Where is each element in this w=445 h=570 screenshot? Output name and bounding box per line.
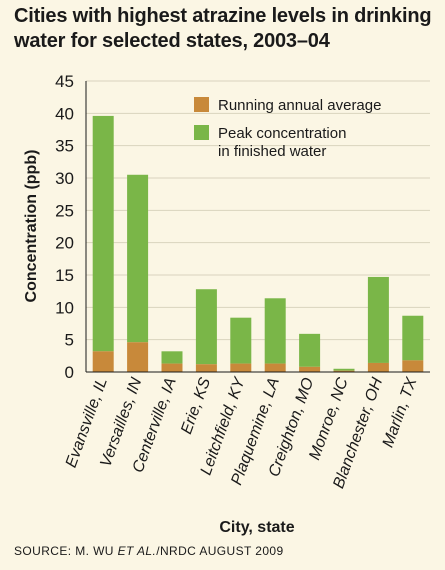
y-tick-label: 15 [55, 266, 74, 285]
axes [85, 81, 430, 373]
bar-running-annual-average [230, 363, 252, 372]
bar-running-annual-average [333, 370, 355, 372]
y-tick-label: 40 [55, 104, 74, 123]
bar-running-annual-average [367, 362, 389, 372]
bar-peak-concentration [230, 317, 252, 364]
bar-running-annual-average [402, 360, 424, 372]
bar-peak-concentration [127, 174, 149, 343]
bar-peak-concentration [161, 351, 183, 364]
y-tick-label: 20 [55, 234, 74, 253]
bar-running-annual-average [127, 342, 149, 372]
y-tick-label: 30 [55, 169, 74, 188]
x-tick-label: Erie, KS [178, 375, 214, 436]
bar-peak-concentration [92, 115, 114, 352]
bar-running-annual-average [92, 351, 114, 372]
y-tick-label: 0 [65, 363, 74, 382]
bar-peak-concentration [299, 333, 321, 367]
chart-title: Cities with highest atrazine levels in d… [14, 5, 432, 52]
legend-label: Running annual average [218, 97, 381, 114]
bar-running-annual-average [161, 363, 183, 372]
source-prefix: SOURCE: M. WU [14, 544, 118, 558]
x-axis-title: City, state [219, 519, 294, 536]
x-tick-label: Marlin, TX [380, 374, 421, 450]
bar-peak-concentration [195, 289, 217, 365]
bar-peak-concentration [402, 315, 424, 361]
source-suffix: /NRDC AUGUST 2009 [156, 544, 284, 558]
bar-running-annual-average [299, 366, 321, 372]
legend-label: Peak concentration in finished water [218, 125, 346, 160]
legend-swatch [194, 125, 209, 140]
bar-running-annual-average [264, 363, 286, 372]
y-tick-label: 25 [55, 201, 74, 220]
y-tick-label: 35 [55, 137, 74, 156]
legend: Running annual average Peak concentration… [194, 97, 381, 160]
source-italic: ET AL. [117, 544, 157, 558]
y-axis-title: Concentration (ppb) [23, 150, 40, 303]
bar-peak-concentration [333, 368, 355, 371]
bar-peak-concentration [367, 276, 389, 363]
y-tick-label: 10 [55, 298, 74, 317]
bar-peak-concentration [264, 298, 286, 364]
y-tick-label: 45 [55, 72, 74, 91]
bars [92, 115, 424, 372]
bar-running-annual-average [195, 364, 217, 372]
y-tick-label: 5 [65, 331, 74, 350]
legend-swatch [194, 97, 209, 112]
source-note: SOURCE: M. WU ET AL./NRDC AUGUST 2009 [14, 544, 284, 558]
y-tick-labels: 0 5 10 15 20 25 30 35 40 45 [55, 72, 74, 382]
